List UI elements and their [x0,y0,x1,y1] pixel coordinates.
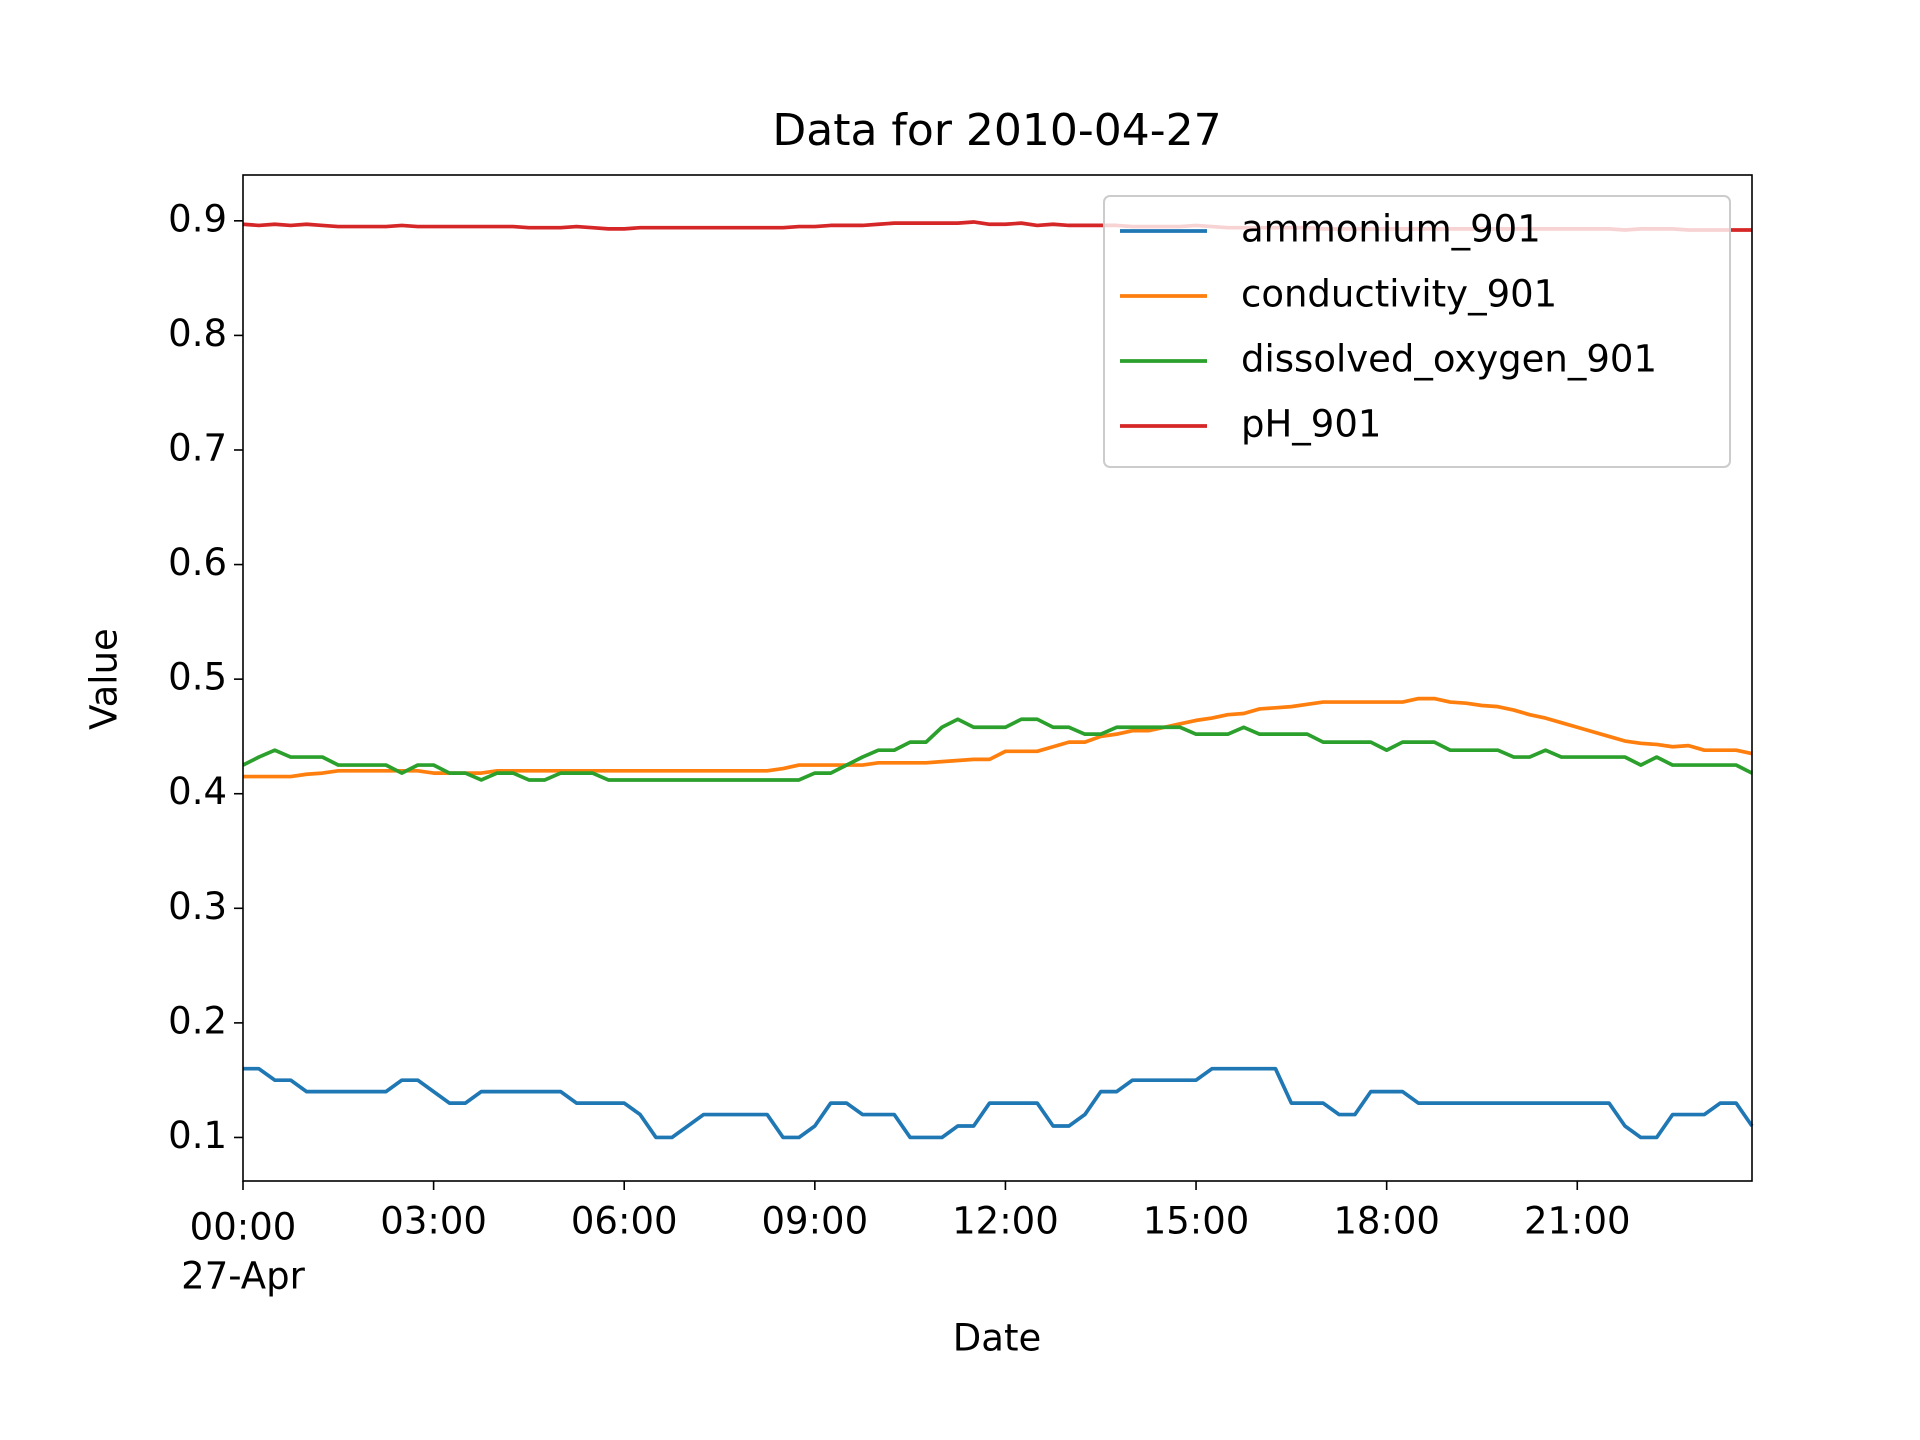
x-tick-label: 12:00 [952,1200,1059,1243]
legend-label: conductivity_901 [1241,273,1557,316]
x-tick-label: 18:00 [1333,1200,1440,1243]
x-tick-label: 15:00 [1143,1200,1250,1243]
x-tick-label: 09:00 [762,1200,869,1243]
legend-label: ammonium_901 [1241,208,1541,251]
y-tick-label: 0.8 [168,312,227,355]
legend-label: dissolved_oxygen_901 [1241,338,1657,381]
x-date-label: 27-Apr [181,1255,305,1298]
series-line [243,1066,1754,1140]
y-tick-label: 0.6 [168,541,227,584]
series-line [243,696,1753,779]
legend-box [1103,195,1731,468]
x-tick-label: 03:00 [380,1200,487,1243]
y-tick-label: 0.7 [168,426,227,469]
x-tick-label: 21:00 [1524,1200,1631,1243]
y-tick-label: 0.2 [168,999,227,1042]
chart-title: Data for 2010-04-27 [772,105,1221,156]
legend-label: pH_901 [1241,403,1381,446]
y-axis-label: Value [83,628,126,730]
y-tick-label: 0.5 [168,656,227,699]
y-tick-label: 0.3 [168,885,227,928]
y-tick-label: 0.1 [168,1114,227,1157]
x-tick-label: 06:00 [571,1200,678,1243]
plot-frame [242,174,1753,1182]
series-line [242,717,1753,782]
y-tick-label: 0.4 [168,770,227,813]
y-tick-label: 0.9 [168,197,227,240]
x-axis-label: Date [953,1317,1041,1360]
x-tick-label: 00:00 [190,1206,297,1249]
